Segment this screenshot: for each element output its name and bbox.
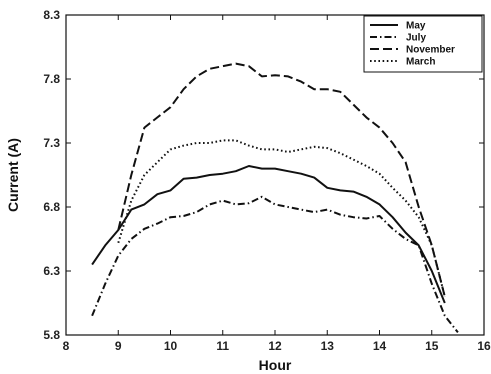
x-tick-label: 15 <box>425 339 439 353</box>
axis-ticks: 8 9 10 11 12 13 14 15 16 5.8 6.3 6.8 7.3 7.8 8.3 <box>43 8 491 353</box>
x-tick-label: 16 <box>477 339 491 353</box>
legend-label: May <box>406 21 426 32</box>
legend-label: July <box>406 33 426 44</box>
x-tick-label: 12 <box>268 339 282 353</box>
x-tick-label: 8 <box>63 339 70 353</box>
legend-label: March <box>406 57 435 68</box>
y-tick-label: 7.8 <box>43 72 60 86</box>
y-tick-label: 8.3 <box>43 8 60 22</box>
y-tick-label: 5.8 <box>43 328 60 342</box>
x-tick-label: 9 <box>115 339 122 353</box>
y-tick-label: 7.3 <box>43 136 60 150</box>
y-tick-label: 6.8 <box>43 200 60 214</box>
legend-label: November <box>406 45 455 56</box>
series-line-march <box>117 139 446 297</box>
series-layer <box>91 62 459 334</box>
x-tick-label: 13 <box>321 339 335 353</box>
x-axis-title: Hour <box>259 357 292 373</box>
x-tick-label: 11 <box>216 339 229 353</box>
y-tick-label: 6.3 <box>43 264 60 278</box>
x-tick-label: 10 <box>164 339 178 353</box>
series-line-july <box>91 195 459 334</box>
series-line-november <box>117 62 446 297</box>
x-tick-label: 14 <box>373 339 387 353</box>
y-axis-title: Current (A) <box>5 138 21 212</box>
series-line-may <box>91 165 446 304</box>
